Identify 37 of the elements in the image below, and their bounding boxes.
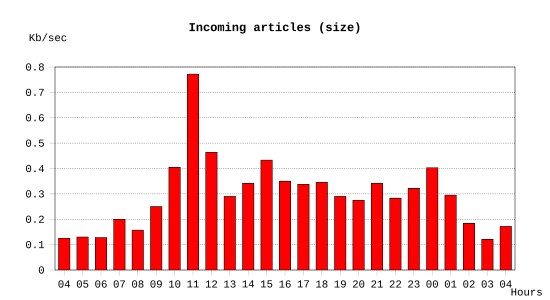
x-tick-label: 20 (352, 280, 364, 288)
x-tick-label: 03 (482, 280, 494, 288)
y-tick-label: 0.8 (26, 63, 44, 71)
x-axis-title: Hours (512, 288, 542, 296)
x-tick-label: 10 (168, 280, 180, 288)
x-tick-label: 02 (463, 280, 475, 288)
y-tick-label: 0.3 (26, 190, 44, 198)
y-tick-label: 0.7 (26, 88, 44, 96)
x-tick-label: 19 (334, 280, 346, 288)
x-tick-label: 01 (444, 280, 456, 288)
x-tick-label: 16 (279, 280, 291, 288)
x-tick-label: 08 (132, 280, 144, 288)
x-tick-label: 17 (298, 280, 309, 288)
x-tick-label: 04 (58, 280, 70, 288)
x-tick-label: 12 (206, 280, 218, 288)
y-tick-label: 0.6 (26, 114, 44, 122)
chart-title: Incoming articles (size) (190, 22, 360, 34)
y-tick-label: 0.5 (26, 140, 44, 147)
x-tick-label: 00 (426, 280, 438, 288)
x-tick-label: 04 (500, 280, 512, 288)
x-tick-label: 09 (150, 280, 162, 288)
x-tick-label: 07 (114, 280, 125, 288)
x-tick-label: 11 (187, 280, 199, 288)
x-tick-label: 14 (242, 280, 254, 288)
y-axis-title: Kb/sec (30, 33, 66, 42)
x-tick-label: 23 (408, 280, 420, 288)
y-tick-label: 0 (38, 266, 44, 274)
x-tick-label: 06 (95, 280, 107, 288)
x-tick-label: 18 (316, 280, 328, 288)
x-tick-label: 15 (260, 280, 272, 288)
y-tick-label: 0.1 (26, 241, 44, 248)
y-tick-label: 0.2 (26, 216, 44, 223)
x-tick-label: 21 (371, 280, 383, 288)
x-tick-label: 13 (224, 280, 236, 288)
x-tick-label: 22 (390, 280, 402, 288)
y-tick-label: 0.4 (26, 164, 44, 172)
x-tick-label: 05 (76, 280, 88, 288)
